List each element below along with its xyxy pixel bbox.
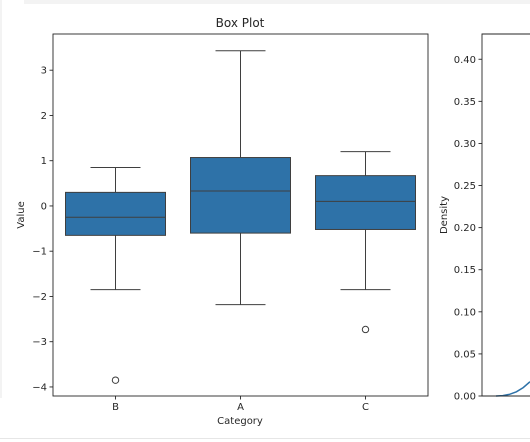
density-curve (495, 381, 530, 397)
box-plot-x-axis-label: Category (217, 416, 263, 427)
top-edge-strip (24, 0, 530, 4)
box-plot-y-axis-label: Value (16, 201, 27, 228)
x-tick-label: C (362, 402, 369, 413)
iqr-box (315, 175, 416, 230)
box-plot-panel: Box Plot 3 2 1 0 −1 −2 −3 −4 B A C Category Value (16, 16, 429, 427)
density-y-tick-label: 0.05 (454, 349, 476, 360)
density-y-tick-label: 0.40 (454, 55, 476, 66)
y-tick-label: −1 (32, 247, 47, 258)
y-tick-label: 0 (41, 201, 47, 212)
y-tick-label: 3 (41, 66, 47, 77)
x-tick-label: A (237, 402, 244, 413)
y-tick-label: 2 (41, 111, 47, 122)
iqr-box (190, 157, 291, 234)
y-tick-label: 1 (41, 156, 47, 167)
density-plot-panel: 0.00 0.05 0.10 0.15 0.20 0.25 0.30 0.35 0.40 Den… (439, 33, 530, 403)
y-tick-label: −3 (32, 337, 47, 348)
box-plot-title: Box Plot (216, 16, 265, 30)
density-y-tick-label: 0.15 (454, 265, 476, 276)
box-A (190, 50, 291, 306)
outlier-point (361, 325, 370, 334)
density-y-tick-label: 0.25 (454, 181, 476, 192)
density-y-tick-label: 0.20 (454, 223, 476, 234)
outlier-point (111, 376, 120, 384)
density-y-tick-label: 0.35 (454, 97, 476, 108)
box-B (65, 166, 166, 384)
density-y-tick-label: 0.00 (454, 392, 476, 403)
box-plot-frame (52, 33, 429, 397)
bottom-edge-strip (0, 438, 530, 439)
box-C (315, 151, 416, 334)
iqr-box (65, 191, 166, 236)
density-plot-frame (481, 33, 530, 397)
box-plot-marks (65, 50, 416, 384)
box-plot-y-ticks: 3 2 1 0 −1 −2 −3 −4 (32, 66, 53, 393)
density-y-tick-label: 0.30 (454, 139, 476, 150)
density-plot-y-axis-label: Density (439, 196, 450, 234)
density-plot-y-ticks: 0.00 0.05 0.10 0.15 0.20 0.25 0.30 0.35 0.40 (454, 55, 482, 403)
left-edge-strip (0, 0, 2, 398)
y-tick-label: −2 (32, 292, 47, 303)
x-tick-label: B (112, 402, 119, 413)
y-tick-label: −4 (32, 382, 47, 393)
density-y-tick-label: 0.10 (454, 307, 476, 318)
